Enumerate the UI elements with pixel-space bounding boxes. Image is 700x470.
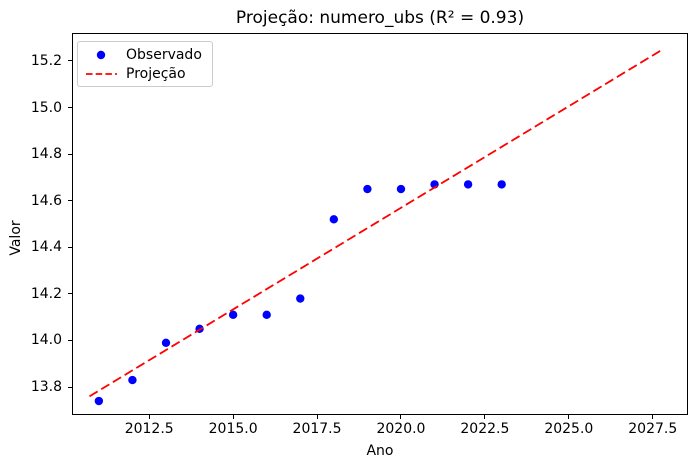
y-tick-mark <box>68 153 72 155</box>
y-tick-mark <box>68 293 72 295</box>
observed-point <box>128 375 137 385</box>
y-tick-mark <box>68 200 72 202</box>
observed-point <box>396 184 406 194</box>
x-tick-label: 2027.5 <box>628 421 678 437</box>
x-tick-label: 2017.5 <box>292 421 342 437</box>
x-tick-label: 2020.0 <box>376 421 426 437</box>
x-tick-mark <box>316 415 318 419</box>
y-tick-label: 13.8 <box>30 379 62 396</box>
observed-point <box>463 180 473 189</box>
observed-point <box>296 294 305 303</box>
y-tick-label: 14.0 <box>30 332 62 349</box>
legend-item-observado: Observado <box>83 45 202 64</box>
x-axis-label: Ano <box>366 443 394 459</box>
x-tick-label: 2025.0 <box>544 421 594 437</box>
y-tick-mark <box>68 60 72 62</box>
observed-dot-icon <box>83 46 119 64</box>
legend-item-projecao: Projeção <box>83 64 202 83</box>
x-tick-mark <box>568 415 570 419</box>
y-tick-label: 14.8 <box>30 146 62 163</box>
plot-canvas <box>72 33 688 415</box>
axes-frame <box>72 33 688 415</box>
dashed-line-icon <box>83 65 119 83</box>
y-tick-mark <box>68 339 72 341</box>
plot-area <box>72 33 688 415</box>
observed-point <box>363 184 372 194</box>
legend-label: Observado <box>126 46 202 63</box>
x-tick-mark <box>400 415 402 419</box>
observed-point <box>262 310 271 320</box>
legend: Observado Projeção <box>77 41 213 87</box>
legend-label: Projeção <box>126 65 186 82</box>
observed-point <box>161 338 171 347</box>
x-tick-mark <box>652 415 654 419</box>
x-tick-label: 2022.5 <box>460 421 510 437</box>
y-tick-label: 14.4 <box>30 239 62 256</box>
x-tick-label: 2015.0 <box>208 421 258 437</box>
y-tick-mark <box>68 246 72 248</box>
observed-point <box>497 180 506 189</box>
observed-point <box>329 215 339 224</box>
y-tick-mark <box>68 386 72 388</box>
x-tick-mark <box>484 415 486 419</box>
x-tick-mark <box>232 415 234 419</box>
y-tick-label: 15.0 <box>30 99 62 116</box>
y-tick-mark <box>68 107 72 109</box>
y-tick-label: 14.2 <box>30 285 62 302</box>
x-tick-mark <box>148 415 150 419</box>
projection-line <box>88 48 664 398</box>
x-tick-label: 2012.5 <box>124 421 174 437</box>
observed-point <box>94 396 104 406</box>
observed-point <box>228 310 238 320</box>
y-tick-label: 14.6 <box>30 192 62 209</box>
y-tick-label: 15.2 <box>30 52 62 69</box>
chart-title: Projeção: numero_ubs (R² = 0.93) <box>235 8 525 28</box>
